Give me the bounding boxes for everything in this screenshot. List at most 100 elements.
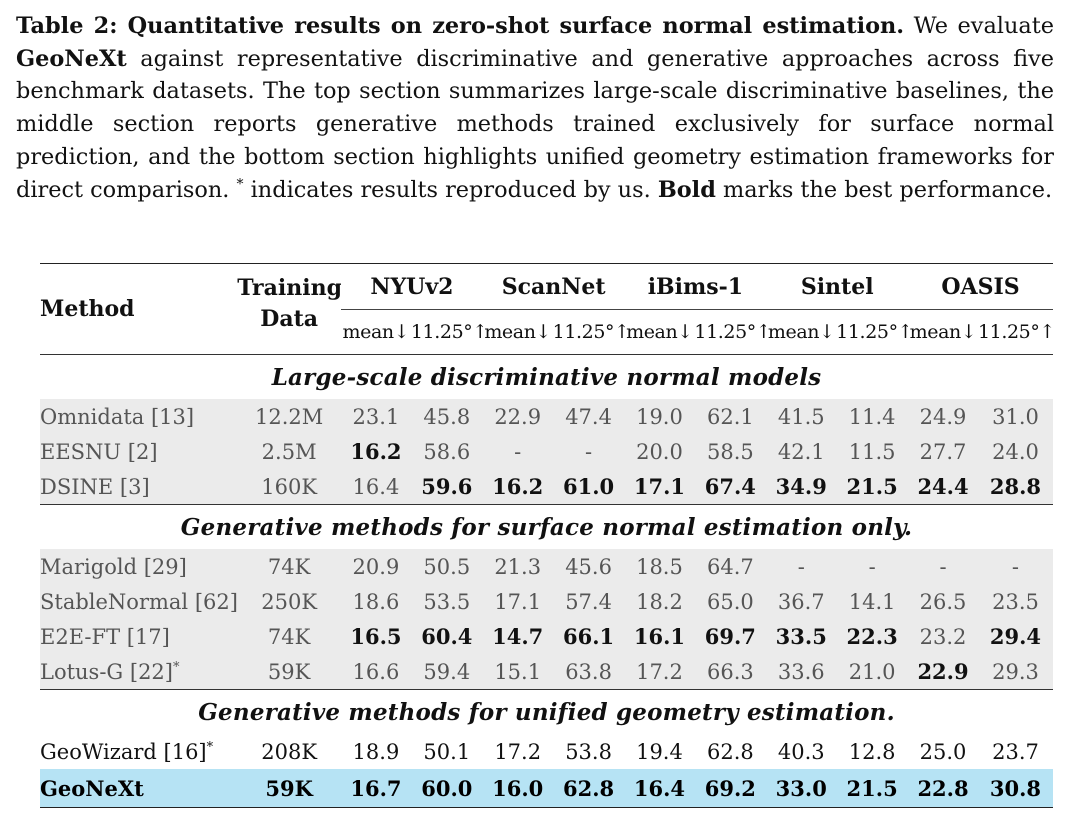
- metric-value-cell: 17.2: [494, 739, 542, 764]
- training-data-cell: 208K: [261, 739, 318, 764]
- metric-value-cell: 34.9: [766, 469, 837, 505]
- section-header-row: Generative methods for unified geometry …: [40, 689, 1053, 735]
- metric-acc-header: 11.25°↑: [694, 321, 767, 343]
- metric-value-cell: 24.4: [908, 469, 978, 505]
- section-title: Generative methods for unified geometry …: [198, 698, 895, 726]
- section-header-row: Large-scale discriminative normal models: [40, 355, 1053, 400]
- metric-value-cell: 45.6: [552, 549, 625, 584]
- header-row-datasets: Method Training Data NYUv2 ScanNet iBims…: [40, 263, 1053, 332]
- metric-value-cell: 67.4: [694, 469, 767, 505]
- metric-mean-header: mean↓: [767, 321, 835, 343]
- method-name: Marigold [29]: [40, 554, 187, 579]
- method-name: Omnidata [13]: [40, 404, 195, 429]
- metric-value-cell: 12.8: [848, 739, 896, 764]
- method-name-cell: GeoWizard [16]*: [40, 734, 237, 769]
- metric-value-cell: 36.7: [766, 584, 837, 619]
- metric-value-cell: 42.1: [766, 434, 837, 469]
- training-header-line2: Data: [260, 306, 318, 332]
- metric-value-cell: 57.4: [552, 584, 625, 619]
- metric-value-cell: 62.8: [552, 769, 625, 808]
- caption-model-name: GeoNeXt: [16, 45, 127, 72]
- method-name: EESNU [2]: [40, 439, 158, 464]
- training-data-cell: 59K: [237, 654, 341, 690]
- metric-value-cell: 11.4: [836, 399, 909, 434]
- metric-value-cell: 24.0: [977, 434, 1053, 469]
- metric-value-cell: 53.8: [565, 739, 612, 764]
- metric-mean-header: mean↓: [342, 321, 410, 343]
- metric-value-cell: 21.5: [836, 469, 909, 505]
- metric-value-cell: 21.5: [836, 769, 909, 808]
- metric-value-cell: 16.4: [341, 469, 411, 505]
- metric-value-cell: 21.3: [482, 549, 553, 584]
- dataset-header-ibims: iBims-1: [624, 263, 767, 310]
- metric-value-cell: 14.7: [482, 619, 553, 654]
- metric-value-cell: 26.5: [908, 584, 978, 619]
- metric-value-cell: 33.0: [766, 769, 837, 808]
- metric-value-cell: -: [482, 434, 553, 469]
- metric-acc-header: 11.25°↑: [552, 321, 625, 343]
- metric-value-cell: 30.8: [977, 769, 1053, 808]
- metric-value-cell: 58.5: [694, 434, 767, 469]
- dataset-header-sintel: Sintel: [766, 263, 909, 310]
- caption-bold-word: Bold: [657, 176, 716, 203]
- metric-value-cell: 23.5: [977, 584, 1053, 619]
- metric-value-cell: 64.7: [694, 549, 767, 584]
- caption-text-3: indicates results reproduced by us.: [243, 176, 658, 203]
- metric-value-cell: 66.3: [694, 654, 767, 690]
- metric-value-cell: 23.2: [908, 619, 978, 654]
- metric-value-cell: 40.3: [777, 739, 825, 764]
- metric-value-cell: 59.4: [410, 654, 483, 690]
- metric-value-cell: 20.9: [341, 549, 411, 584]
- training-data-header: Training Data: [237, 264, 341, 355]
- method-name-cell: EESNU [2]: [40, 434, 238, 469]
- metric-value-cell: 22.9: [908, 654, 978, 690]
- metric-value-cell: 18.9: [352, 739, 400, 764]
- training-data-cell: 74K: [237, 619, 341, 654]
- method-name-cell: E2E-FT [17]: [40, 619, 238, 654]
- method-name: Lotus-G [22]: [40, 659, 173, 684]
- metric-value-cell: 16.6: [341, 654, 411, 690]
- metric-value-cell: 33.6: [766, 654, 837, 690]
- metric-value-cell: 45.8: [410, 399, 483, 434]
- table-row: Marigold [29] 74K 20.9 50.5 21.3 45.6 18.5 64.7…: [40, 549, 1053, 584]
- table-row-highlighted: GeoNeXt 59K 16.7 60.0 16.0 62.8 16.4 69.2 33.0 21…: [40, 769, 1053, 808]
- method-name: DSINE [3]: [40, 474, 150, 499]
- method-name: E2E-FT [17]: [40, 624, 170, 649]
- metric-value-cell: 17.2: [624, 654, 695, 690]
- metric-value-cell: 16.1: [624, 619, 695, 654]
- method-header: Method: [40, 296, 135, 322]
- metric-value-cell: 29.3: [977, 654, 1053, 690]
- table-row: GeoWizard [16]* 208K 18.9 50.1 17.2 53.8 19.4 6…: [40, 734, 1053, 769]
- metric-value-cell: 23.1: [341, 399, 411, 434]
- metric-value-cell: 17.1: [482, 584, 553, 619]
- metric-value-cell: 28.8: [977, 469, 1053, 505]
- method-name: GeoWizard [16]: [40, 739, 207, 764]
- metric-value-cell: 16.4: [624, 769, 695, 808]
- section-title: Generative methods for surface normal es…: [180, 513, 913, 541]
- training-data-cell: 74K: [237, 549, 341, 584]
- metric-value-cell: 24.9: [908, 399, 978, 434]
- caption-text-2: against representative discriminative an…: [16, 45, 1054, 203]
- metric-value-cell: 21.0: [836, 654, 909, 690]
- method-name-cell: Omnidata [13]: [40, 399, 238, 434]
- results-table-wrapper: Method Training Data NYUv2 ScanNet iBims…: [40, 263, 1053, 808]
- metric-value-cell: 16.7: [341, 769, 411, 808]
- metric-value-cell: 41.5: [766, 399, 837, 434]
- metric-value-cell: 66.1: [552, 619, 625, 654]
- metric-value-cell: 14.1: [836, 584, 909, 619]
- metric-value-cell: 16.5: [341, 619, 411, 654]
- metric-value-cell: 50.5: [410, 549, 483, 584]
- metric-value-cell: 65.0: [694, 584, 767, 619]
- method-name-cell: GeoNeXt: [40, 769, 238, 808]
- metric-value-cell: 19.0: [624, 399, 695, 434]
- metric-value-cell: 18.5: [624, 549, 695, 584]
- metric-value-cell: 62.8: [706, 739, 754, 764]
- metric-value-cell: 31.0: [977, 399, 1053, 434]
- table-row: DSINE [3] 160K 16.4 59.6 16.2 61.0 17.1 67.4 34.…: [40, 469, 1053, 505]
- table-row: Omnidata [13] 12.2M 23.1 45.8 22.9 47.4 19.0 62…: [40, 399, 1053, 434]
- metric-mean-header: mean↓: [909, 321, 977, 343]
- metric-value-cell: 69.2: [694, 769, 767, 808]
- metric-value-cell: 60.0: [410, 769, 483, 808]
- metric-value-cell: 23.7: [992, 739, 1039, 764]
- metric-value-cell: 15.1: [482, 654, 553, 690]
